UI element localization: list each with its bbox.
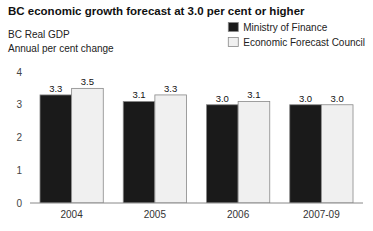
bar <box>206 105 238 203</box>
legend-label: Ministry of Finance <box>243 22 327 33</box>
data-label: 3.0 <box>299 93 312 104</box>
y-tick-label: 1 <box>16 165 22 176</box>
data-label: 3.1 <box>247 89 260 100</box>
title: BC economic growth forecast at 3.0 per c… <box>8 5 305 17</box>
data-label: 3.1 <box>132 89 145 100</box>
data-label: 3.0 <box>216 93 229 104</box>
chart: BC economic growth forecast at 3.0 per c… <box>0 0 373 231</box>
legend-swatch <box>228 38 238 47</box>
y-axis: 0 1 2 3 4 <box>16 67 22 209</box>
data-label: 3.5 <box>81 76 94 87</box>
x-tick-label: 2006 <box>227 209 250 220</box>
bar <box>72 88 104 203</box>
bar <box>40 95 72 203</box>
y-tick-label: 4 <box>16 67 22 78</box>
data-label: 3.3 <box>164 83 177 94</box>
data-label: 3.0 <box>331 93 344 104</box>
x-tick-label: 2005 <box>144 209 167 220</box>
bars <box>40 88 353 203</box>
y-tick-label: 0 <box>16 198 22 209</box>
x-axis-line <box>30 203 363 204</box>
y-axis-label: Annual per cent change <box>8 43 114 54</box>
legend-swatch <box>228 23 238 32</box>
bar <box>155 95 187 203</box>
legend-label: Economic Forecast Council <box>243 37 365 48</box>
data-labels: 3.3 3.1 3.0 3.0 3.5 3.3 3.1 3.0 <box>49 76 344 103</box>
bar <box>290 105 322 203</box>
x-axis: 2004 2005 2006 2007-09 <box>61 209 341 220</box>
bar <box>238 101 270 203</box>
bar <box>123 101 155 203</box>
y-tick-label: 3 <box>16 99 22 110</box>
x-tick-label: 2007-09 <box>303 209 340 220</box>
x-tick-label: 2004 <box>61 209 84 220</box>
y-tick-label: 2 <box>16 132 22 143</box>
legend: Ministry of Finance Economic Forecast Cou… <box>228 22 365 48</box>
subtitle: BC Real GDP <box>8 29 70 40</box>
bar <box>321 105 353 203</box>
data-label: 3.3 <box>49 83 62 94</box>
